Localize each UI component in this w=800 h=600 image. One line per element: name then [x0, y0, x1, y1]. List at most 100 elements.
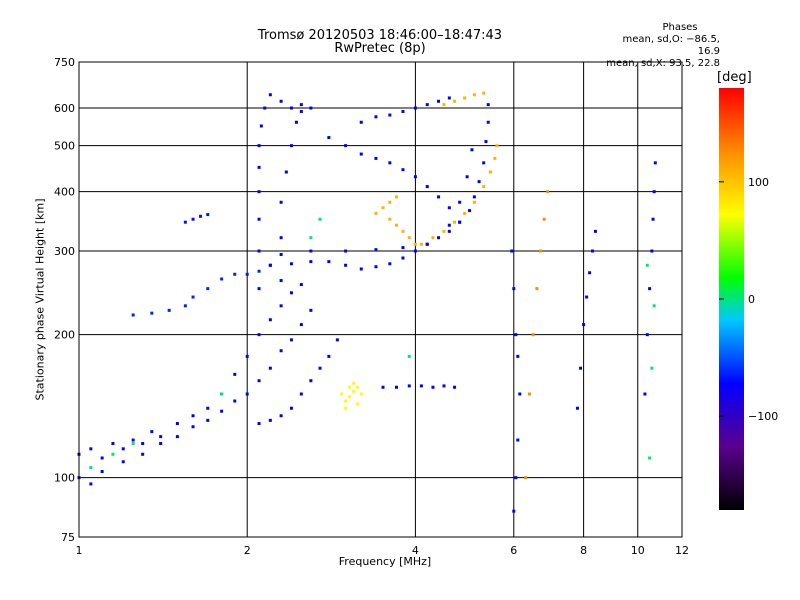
data-point [191, 414, 195, 418]
data-point [121, 460, 125, 464]
x-tick-label: 1 [76, 544, 83, 557]
data-point [348, 395, 352, 399]
data-point [585, 295, 589, 299]
data-point [482, 91, 486, 95]
phase-legend-heading: Phases [662, 22, 698, 33]
data-point [257, 165, 261, 169]
data-point [648, 287, 652, 291]
data-point [394, 385, 398, 389]
data-point [257, 249, 261, 253]
x-tick-label: 8 [580, 544, 587, 557]
data-point [645, 333, 649, 337]
data-point [289, 144, 293, 148]
data-point [591, 249, 595, 253]
data-point [257, 269, 261, 273]
data-point [233, 372, 237, 376]
data-point [650, 249, 654, 253]
data-point [512, 509, 516, 513]
data-point [359, 152, 363, 156]
data-point [645, 263, 649, 267]
data-point [524, 476, 528, 480]
data-point [447, 229, 451, 233]
data-point [199, 214, 203, 218]
data-point [309, 260, 313, 264]
data-point [447, 206, 451, 210]
data-point [388, 262, 392, 266]
data-point [257, 333, 261, 337]
data-point [579, 366, 583, 370]
data-point [468, 209, 472, 213]
data-point [531, 333, 535, 337]
data-point [352, 381, 356, 385]
data-point [233, 399, 237, 403]
data-point [257, 379, 261, 383]
data-point [150, 311, 154, 315]
data-point [510, 249, 514, 253]
data-point [257, 190, 261, 194]
data-point [652, 304, 656, 308]
data-point [518, 392, 522, 396]
colorbar-tick-label: 0 [748, 293, 755, 306]
data-point [220, 409, 224, 413]
y-tick-label: 100 [54, 472, 75, 485]
data-point [191, 217, 195, 221]
data-point [458, 220, 462, 224]
data-point [651, 217, 655, 221]
data-point [401, 229, 405, 233]
data-point [413, 106, 417, 110]
data-point [327, 260, 331, 264]
data-point [650, 366, 654, 370]
data-point [279, 349, 283, 353]
data-point [482, 185, 486, 189]
y-tick-label: 600 [54, 102, 75, 115]
data-point [394, 195, 398, 199]
data-point [388, 161, 392, 165]
data-point [407, 354, 411, 358]
data-point [206, 213, 210, 217]
data-point [220, 277, 224, 281]
data-point [89, 482, 93, 486]
data-point [652, 190, 656, 194]
data-point [643, 392, 647, 396]
data-point [220, 392, 224, 396]
data-point [425, 103, 429, 107]
data-point [245, 354, 249, 358]
data-point [588, 271, 592, 275]
data-point [514, 333, 518, 337]
x-tick-label: 12 [675, 544, 689, 557]
data-point [482, 161, 486, 165]
data-point [257, 422, 261, 426]
data-point [257, 287, 261, 291]
data-point [289, 406, 293, 410]
data-point [401, 256, 405, 260]
data-point [159, 442, 163, 446]
data-point [463, 96, 467, 100]
data-point [89, 447, 93, 451]
data-point [294, 120, 298, 124]
data-point [183, 304, 187, 308]
data-point [191, 295, 195, 299]
data-point [516, 438, 520, 442]
data-point [381, 385, 385, 389]
data-point [279, 200, 283, 204]
data-point [318, 217, 322, 221]
data-point [374, 265, 378, 269]
chart-subtitle: RwPretec (8p) [334, 41, 426, 56]
data-point [191, 425, 195, 429]
x-axis-label: Frequency [MHz] [338, 555, 432, 568]
data-point [477, 180, 481, 184]
colorbar-tick-label: −100 [748, 410, 778, 423]
data-point [344, 406, 348, 410]
data-point [442, 103, 446, 107]
data-point [299, 392, 303, 396]
data-point [458, 200, 462, 204]
data-point [335, 338, 339, 342]
data-point [245, 272, 249, 276]
data-point [289, 291, 293, 295]
data-point [100, 456, 104, 460]
x-tick-label: 2 [244, 544, 251, 557]
data-point [401, 109, 405, 113]
data-point [425, 242, 429, 246]
data-point [359, 267, 363, 271]
